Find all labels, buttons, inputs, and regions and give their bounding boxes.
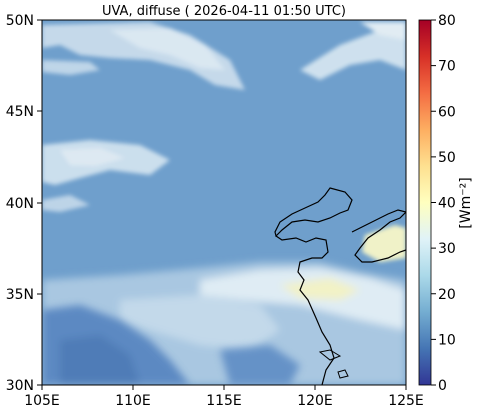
colorbar-bar: [418, 19, 432, 386]
coastline-korea-peninsula: [351, 209, 406, 263]
southwest-low-area: [42, 305, 300, 385]
map-title: UVA, diffuse ( 2026-04-11 01:50 UTC): [102, 4, 346, 19]
lon-axis: 105E 110E 115E 120E 125E: [24, 385, 424, 409]
colorbar-tick-label: 20: [438, 287, 456, 303]
lat-tick-label: 40N: [6, 196, 34, 212]
colorbar-label: [Wm⁻²]: [458, 177, 474, 228]
lat-tick-label: 50N: [6, 13, 34, 29]
lon-tick-label: 115E: [206, 393, 242, 409]
colorbar-tick-label: 50: [438, 150, 456, 166]
lat-tick-label: 45N: [6, 104, 34, 120]
colorbar-tick-label: 0: [438, 378, 447, 394]
lon-tick-label: 110E: [115, 393, 151, 409]
west-cloud: [42, 140, 170, 212]
colorbar-tick-label: 70: [438, 59, 456, 75]
colorbar-tick-label: 30: [438, 241, 456, 257]
coastline-china: [274, 187, 353, 385]
colorbar-tick-label: 40: [438, 196, 456, 212]
lon-tick-label: 125E: [388, 393, 424, 409]
north-cloud-band: [42, 22, 245, 90]
lon-tick-label: 105E: [24, 393, 60, 409]
lat-axis: 30N 35N 40N 45N 50N: [6, 13, 42, 394]
colorbar: 0 10 20 30 40 50 60 70 80 [Wm⁻²]: [418, 13, 474, 394]
coastline-islands: [318, 349, 349, 379]
lon-tick-label: 120E: [297, 393, 333, 409]
lat-tick-label: 35N: [6, 287, 34, 303]
northeast-cloud: [300, 22, 406, 80]
colorbar-tick-label: 10: [438, 332, 456, 348]
map-field: [42, 20, 406, 385]
lat-tick-label: 30N: [6, 378, 34, 394]
colorbar-tick-label: 60: [438, 104, 456, 120]
colorbar-ticks: 0 10 20 30 40 50 60 70 80: [431, 13, 456, 394]
colorbar-tick-label: 80: [438, 13, 456, 29]
